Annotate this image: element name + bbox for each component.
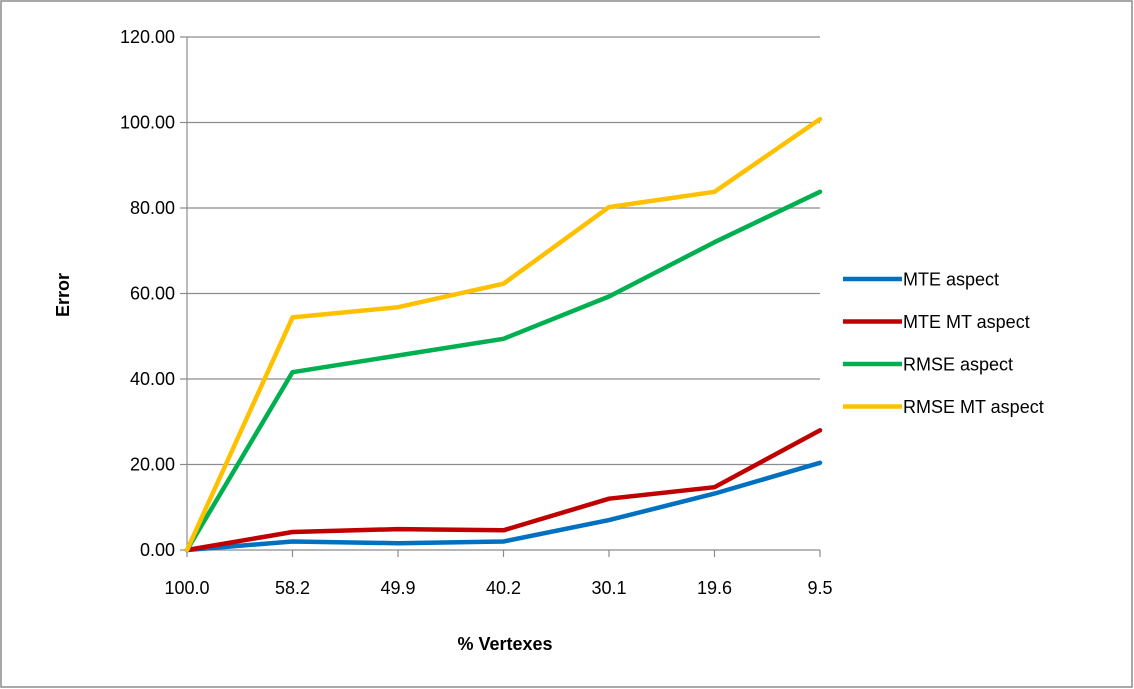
- series-line-mte-mt-aspect: [184, 428, 823, 553]
- y-tick-label: 100.00: [120, 113, 175, 133]
- x-axis-tick-labels: 100.0 58.2 49.9 40.2 30.1 19.6 9.5: [164, 578, 832, 598]
- y-tick-label: 60.00: [130, 284, 175, 304]
- axes: [186, 37, 821, 557]
- x-tick-label: 30.1: [591, 578, 626, 598]
- x-axis-title: % Vertexes: [457, 634, 552, 654]
- x-tick-label: 40.2: [486, 578, 521, 598]
- series-line-rmse-mt-aspect: [184, 116, 823, 553]
- gridlines: [180, 36, 820, 551]
- legend-entry-label: MTE aspect: [903, 270, 999, 290]
- legend-entry-label: MTE MT aspect: [903, 312, 1030, 332]
- x-tick-label: 49.9: [380, 578, 415, 598]
- legend: MTE aspect MTE MT aspect RMSE aspect RMSE M…: [843, 270, 1044, 417]
- y-tick-label: 80.00: [130, 198, 175, 218]
- y-tick-label: 20.00: [130, 455, 175, 475]
- x-tick-label: 9.5: [807, 578, 832, 598]
- series-line-mte-aspect: [184, 460, 823, 553]
- y-tick-label: 120.00: [120, 27, 175, 47]
- x-tick-label: 58.2: [275, 578, 310, 598]
- y-tick-label: 40.00: [130, 369, 175, 389]
- legend-entry-label: RMSE aspect: [903, 355, 1013, 375]
- y-tick-label: 0.00: [140, 540, 175, 560]
- series-line-rmse-aspect: [184, 189, 823, 553]
- x-tick-label: 100.0: [164, 578, 209, 598]
- data-series: [184, 116, 823, 553]
- x-tick-label: 19.6: [697, 578, 732, 598]
- legend-entry-label: RMSE MT aspect: [903, 397, 1044, 417]
- y-axis-title: Error: [53, 273, 73, 317]
- y-axis-tick-labels: 0.00 20.00 40.00 60.00 80.00 100.00 120.00: [120, 27, 175, 560]
